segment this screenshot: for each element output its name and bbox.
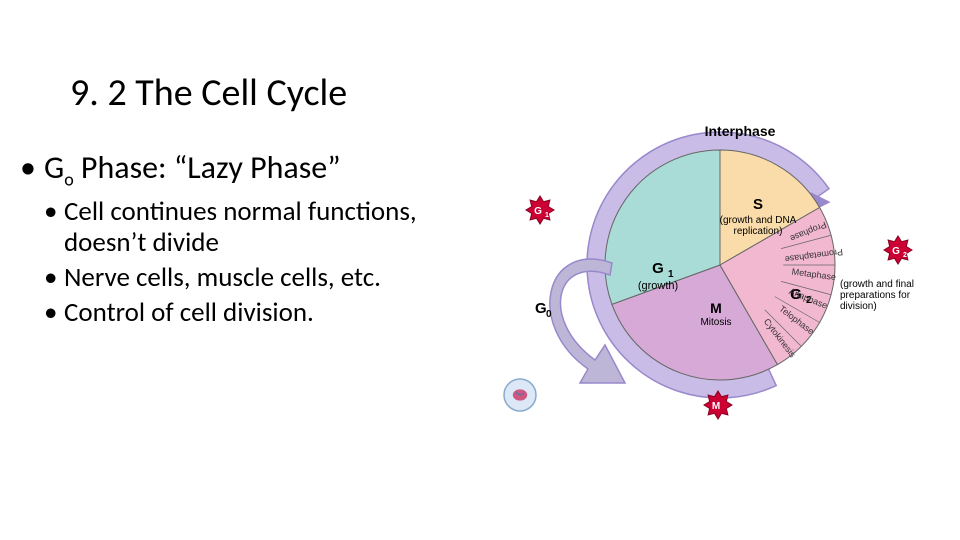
svg-text:1: 1 (545, 212, 549, 219)
svg-text:G: G (534, 206, 542, 217)
bullet-main-prefix: G (44, 148, 64, 187)
svg-text:2: 2 (903, 252, 907, 259)
svg-text:0: 0 (546, 309, 552, 320)
svg-text:1: 1 (668, 269, 674, 280)
cycle-svg: InterphaseG1(growth)S(growth and DNArepl… (440, 120, 950, 420)
cell-cycle-diagram: InterphaseG1(growth)S(growth and DNArepl… (440, 120, 950, 420)
svg-text:S: S (753, 196, 763, 213)
bullet-main: Go Phase: “Lazy Phase” (20, 150, 450, 190)
svg-text:G: G (652, 260, 664, 277)
svg-text:(growth and finalpreparations: (growth and finalpreparations fordivisio… (840, 279, 914, 312)
bullet-sub-1: Nerve cells, muscle cells, etc. (20, 262, 450, 293)
text-content: Go Phase: “Lazy Phase” Cell continues no… (20, 150, 450, 332)
bullet-sub-2: Control of cell division. (20, 297, 450, 328)
svg-text:M: M (712, 401, 720, 412)
svg-text:Mitosis: Mitosis (700, 317, 731, 328)
bullet-main-rest: Phase: “Lazy Phase” (74, 148, 341, 187)
slide: 9. 2 The Cell Cycle Go Phase: “Lazy Phas… (0, 0, 960, 540)
svg-text:M: M (710, 300, 722, 316)
slide-title: 9. 2 The Cell Cycle (70, 70, 347, 116)
svg-text:G: G (535, 300, 547, 317)
svg-text:G: G (892, 246, 900, 257)
bullet-sub-0: Cell continues normal functions, doesn’t… (20, 196, 450, 258)
svg-text:Interphase: Interphase (705, 123, 776, 139)
bullet-main-sub: o (64, 168, 74, 190)
svg-text:(growth): (growth) (638, 280, 678, 292)
